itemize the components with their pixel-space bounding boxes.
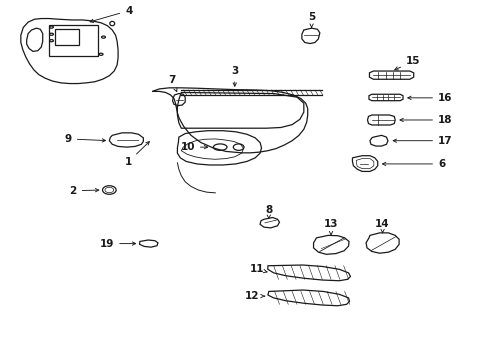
Text: 7: 7 <box>167 75 177 91</box>
Text: 9: 9 <box>64 134 105 144</box>
Text: 19: 19 <box>100 239 135 249</box>
Text: 18: 18 <box>399 115 451 125</box>
Text: 17: 17 <box>392 136 452 146</box>
Text: 5: 5 <box>307 12 315 28</box>
Text: 3: 3 <box>231 66 238 86</box>
Text: 16: 16 <box>407 93 451 103</box>
Text: 8: 8 <box>264 205 272 219</box>
Text: 12: 12 <box>244 291 264 301</box>
Text: 6: 6 <box>382 159 445 169</box>
Text: 15: 15 <box>394 57 420 70</box>
Bar <box>49 24 98 56</box>
Text: 14: 14 <box>374 219 389 233</box>
Text: 2: 2 <box>69 186 99 196</box>
Text: 10: 10 <box>180 142 207 152</box>
Text: 4: 4 <box>90 6 132 22</box>
Bar <box>55 29 79 45</box>
Text: 1: 1 <box>124 141 149 167</box>
Text: 13: 13 <box>323 219 338 235</box>
Text: 11: 11 <box>249 264 266 274</box>
